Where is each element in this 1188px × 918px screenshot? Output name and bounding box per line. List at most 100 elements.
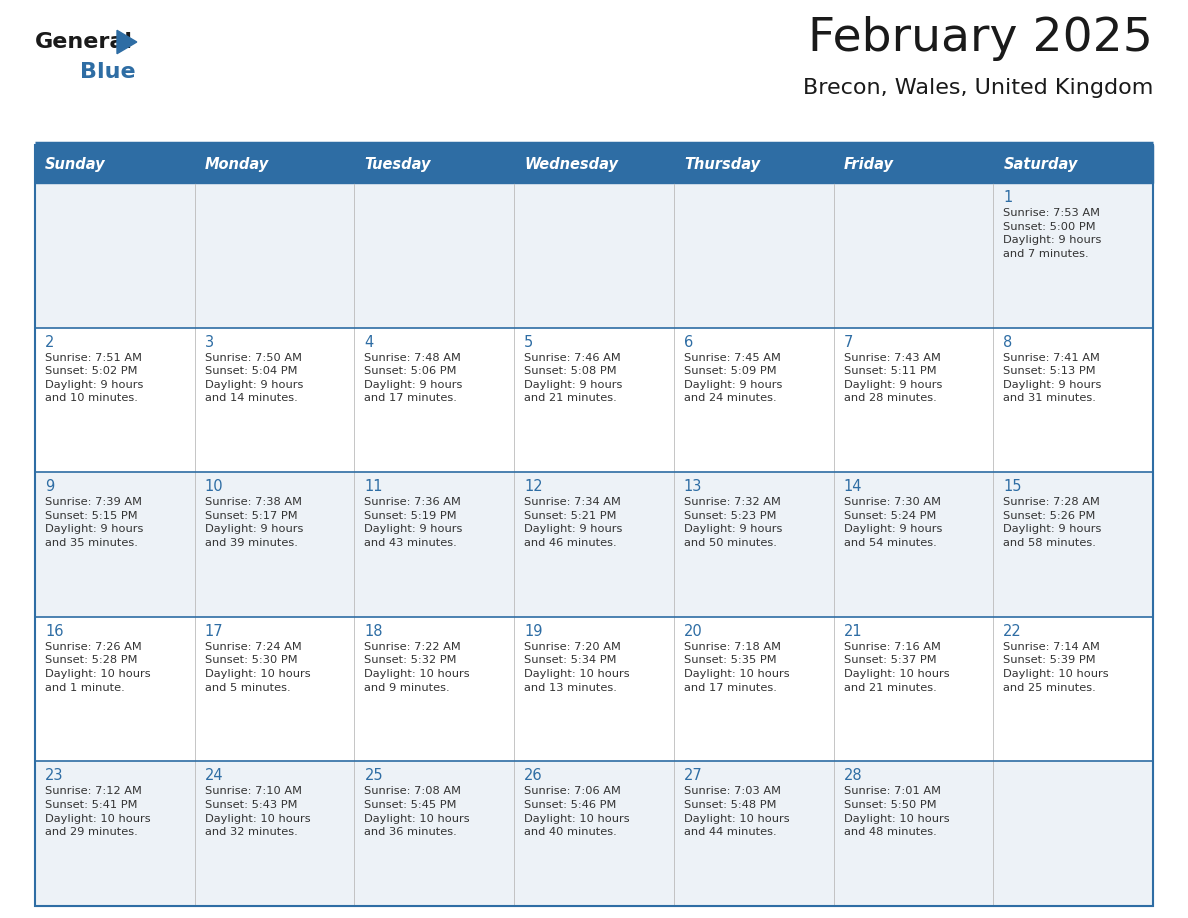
Bar (354, 328, 514, 472)
Text: Sunrise: 7:46 AM
Sunset: 5:08 PM
Daylight: 9 hours
and 21 minutes.: Sunrise: 7:46 AM Sunset: 5:08 PM Dayligh… (524, 353, 623, 403)
Text: Sunrise: 7:45 AM
Sunset: 5:09 PM
Daylight: 9 hours
and 24 minutes.: Sunrise: 7:45 AM Sunset: 5:09 PM Dayligh… (684, 353, 782, 403)
Text: 19: 19 (524, 624, 543, 639)
Text: Sunrise: 7:01 AM
Sunset: 5:50 PM
Daylight: 10 hours
and 48 minutes.: Sunrise: 7:01 AM Sunset: 5:50 PM Dayligh… (843, 787, 949, 837)
Text: Sunrise: 7:34 AM
Sunset: 5:21 PM
Daylight: 9 hours
and 46 minutes.: Sunrise: 7:34 AM Sunset: 5:21 PM Dayligh… (524, 498, 623, 548)
Bar (514, 761, 674, 906)
Text: Sunrise: 7:41 AM
Sunset: 5:13 PM
Daylight: 9 hours
and 31 minutes.: Sunrise: 7:41 AM Sunset: 5:13 PM Dayligh… (1004, 353, 1101, 403)
Bar (993, 328, 1154, 472)
Text: 12: 12 (524, 479, 543, 494)
Text: Sunrise: 7:18 AM
Sunset: 5:35 PM
Daylight: 10 hours
and 17 minutes.: Sunrise: 7:18 AM Sunset: 5:35 PM Dayligh… (684, 642, 790, 692)
Text: Sunrise: 7:38 AM
Sunset: 5:17 PM
Daylight: 9 hours
and 39 minutes.: Sunrise: 7:38 AM Sunset: 5:17 PM Dayligh… (204, 498, 303, 548)
Text: Sunday: Sunday (45, 156, 106, 172)
Bar (195, 472, 354, 617)
Bar (354, 761, 514, 906)
Text: 25: 25 (365, 768, 383, 783)
Bar (993, 183, 1154, 328)
Text: Sunrise: 7:03 AM
Sunset: 5:48 PM
Daylight: 10 hours
and 44 minutes.: Sunrise: 7:03 AM Sunset: 5:48 PM Dayligh… (684, 787, 790, 837)
Bar (834, 183, 993, 328)
Text: Monday: Monday (204, 156, 268, 172)
Text: Sunrise: 7:14 AM
Sunset: 5:39 PM
Daylight: 10 hours
and 25 minutes.: Sunrise: 7:14 AM Sunset: 5:39 PM Dayligh… (1004, 642, 1108, 692)
Bar (195, 183, 354, 328)
Text: Sunrise: 7:43 AM
Sunset: 5:11 PM
Daylight: 9 hours
and 28 minutes.: Sunrise: 7:43 AM Sunset: 5:11 PM Dayligh… (843, 353, 942, 403)
Text: Blue: Blue (80, 62, 135, 82)
Text: 28: 28 (843, 768, 862, 783)
Text: Sunrise: 7:08 AM
Sunset: 5:45 PM
Daylight: 10 hours
and 36 minutes.: Sunrise: 7:08 AM Sunset: 5:45 PM Dayligh… (365, 787, 470, 837)
Bar (514, 328, 674, 472)
Bar (514, 183, 674, 328)
Text: 15: 15 (1004, 479, 1022, 494)
Bar (195, 145, 354, 183)
Text: Sunrise: 7:28 AM
Sunset: 5:26 PM
Daylight: 9 hours
and 58 minutes.: Sunrise: 7:28 AM Sunset: 5:26 PM Dayligh… (1004, 498, 1101, 548)
Bar (674, 761, 834, 906)
Text: 27: 27 (684, 768, 702, 783)
Text: Sunrise: 7:26 AM
Sunset: 5:28 PM
Daylight: 10 hours
and 1 minute.: Sunrise: 7:26 AM Sunset: 5:28 PM Dayligh… (45, 642, 151, 692)
Text: General: General (34, 32, 133, 52)
Bar (34, 183, 195, 328)
Text: Sunrise: 7:06 AM
Sunset: 5:46 PM
Daylight: 10 hours
and 40 minutes.: Sunrise: 7:06 AM Sunset: 5:46 PM Dayligh… (524, 787, 630, 837)
Text: Sunrise: 7:50 AM
Sunset: 5:04 PM
Daylight: 9 hours
and 14 minutes.: Sunrise: 7:50 AM Sunset: 5:04 PM Dayligh… (204, 353, 303, 403)
Text: Sunrise: 7:22 AM
Sunset: 5:32 PM
Daylight: 10 hours
and 9 minutes.: Sunrise: 7:22 AM Sunset: 5:32 PM Dayligh… (365, 642, 470, 692)
Bar (195, 617, 354, 761)
Text: 20: 20 (684, 624, 702, 639)
Text: Sunrise: 7:36 AM
Sunset: 5:19 PM
Daylight: 9 hours
and 43 minutes.: Sunrise: 7:36 AM Sunset: 5:19 PM Dayligh… (365, 498, 463, 548)
Text: Sunrise: 7:51 AM
Sunset: 5:02 PM
Daylight: 9 hours
and 10 minutes.: Sunrise: 7:51 AM Sunset: 5:02 PM Dayligh… (45, 353, 144, 403)
Bar (34, 145, 195, 183)
Bar (354, 145, 514, 183)
Bar (354, 183, 514, 328)
Text: 7: 7 (843, 334, 853, 350)
Text: Brecon, Wales, United Kingdom: Brecon, Wales, United Kingdom (803, 78, 1154, 98)
Bar (195, 328, 354, 472)
Text: 11: 11 (365, 479, 383, 494)
Bar (834, 472, 993, 617)
Text: February 2025: February 2025 (808, 16, 1154, 61)
Text: 13: 13 (684, 479, 702, 494)
Bar (514, 472, 674, 617)
Text: 16: 16 (45, 624, 63, 639)
Bar (993, 761, 1154, 906)
Text: 5: 5 (524, 334, 533, 350)
Bar (993, 617, 1154, 761)
Bar (34, 472, 195, 617)
Text: 2: 2 (45, 334, 55, 350)
Bar (834, 761, 993, 906)
Text: 3: 3 (204, 334, 214, 350)
Text: Sunrise: 7:30 AM
Sunset: 5:24 PM
Daylight: 9 hours
and 54 minutes.: Sunrise: 7:30 AM Sunset: 5:24 PM Dayligh… (843, 498, 942, 548)
Text: 22: 22 (1004, 624, 1022, 639)
Text: 26: 26 (524, 768, 543, 783)
Text: 8: 8 (1004, 334, 1012, 350)
Bar (514, 617, 674, 761)
Text: 10: 10 (204, 479, 223, 494)
Bar (674, 328, 834, 472)
Text: Sunrise: 7:12 AM
Sunset: 5:41 PM
Daylight: 10 hours
and 29 minutes.: Sunrise: 7:12 AM Sunset: 5:41 PM Dayligh… (45, 787, 151, 837)
Bar (195, 761, 354, 906)
Text: 4: 4 (365, 334, 374, 350)
Text: 1: 1 (1004, 190, 1012, 205)
Bar (993, 472, 1154, 617)
Bar (834, 617, 993, 761)
Text: 17: 17 (204, 624, 223, 639)
Text: Sunrise: 7:24 AM
Sunset: 5:30 PM
Daylight: 10 hours
and 5 minutes.: Sunrise: 7:24 AM Sunset: 5:30 PM Dayligh… (204, 642, 310, 692)
Bar (674, 617, 834, 761)
Text: 18: 18 (365, 624, 383, 639)
Bar (514, 145, 674, 183)
Bar (34, 145, 1154, 906)
Bar (34, 328, 195, 472)
Text: Sunrise: 7:48 AM
Sunset: 5:06 PM
Daylight: 9 hours
and 17 minutes.: Sunrise: 7:48 AM Sunset: 5:06 PM Dayligh… (365, 353, 463, 403)
Bar (674, 183, 834, 328)
Text: 14: 14 (843, 479, 862, 494)
Text: Sunrise: 7:32 AM
Sunset: 5:23 PM
Daylight: 9 hours
and 50 minutes.: Sunrise: 7:32 AM Sunset: 5:23 PM Dayligh… (684, 498, 782, 548)
Text: 24: 24 (204, 768, 223, 783)
Polygon shape (116, 30, 137, 53)
Text: Wednesday: Wednesday (524, 156, 618, 172)
Text: Sunrise: 7:53 AM
Sunset: 5:00 PM
Daylight: 9 hours
and 7 minutes.: Sunrise: 7:53 AM Sunset: 5:00 PM Dayligh… (1004, 208, 1101, 259)
Text: 23: 23 (45, 768, 63, 783)
Text: 21: 21 (843, 624, 862, 639)
Bar (354, 617, 514, 761)
Bar (993, 145, 1154, 183)
Bar (674, 472, 834, 617)
Bar (674, 145, 834, 183)
Bar (834, 145, 993, 183)
Text: Sunrise: 7:20 AM
Sunset: 5:34 PM
Daylight: 10 hours
and 13 minutes.: Sunrise: 7:20 AM Sunset: 5:34 PM Dayligh… (524, 642, 630, 692)
Text: Sunrise: 7:10 AM
Sunset: 5:43 PM
Daylight: 10 hours
and 32 minutes.: Sunrise: 7:10 AM Sunset: 5:43 PM Dayligh… (204, 787, 310, 837)
Text: 6: 6 (684, 334, 693, 350)
